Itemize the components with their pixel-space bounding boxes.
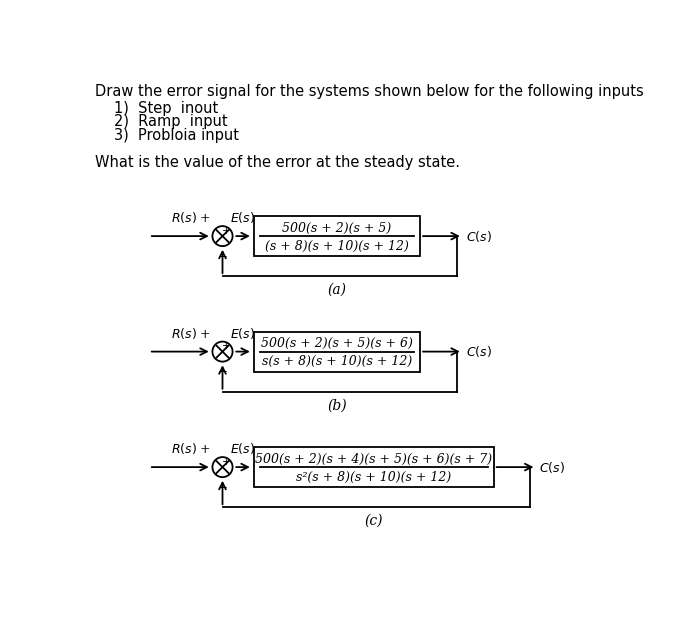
Text: +: + <box>222 341 230 351</box>
FancyBboxPatch shape <box>254 332 420 371</box>
Text: $C(s)$: $C(s)$ <box>466 229 492 244</box>
FancyBboxPatch shape <box>254 447 493 487</box>
Text: What is the value of the error at the steady state.: What is the value of the error at the st… <box>95 155 459 170</box>
Text: +: + <box>222 226 230 236</box>
Text: (c): (c) <box>364 514 383 528</box>
Text: −: − <box>218 250 227 263</box>
Text: $R(s)$ +: $R(s)$ + <box>171 441 211 456</box>
Text: 3)  Probloia input: 3) Probloia input <box>114 128 239 143</box>
Text: s(s + 8)(s + 10)(s + 12): s(s + 8)(s + 10)(s + 12) <box>262 355 412 368</box>
FancyBboxPatch shape <box>254 216 420 256</box>
Text: 500(s + 2)(s + 5): 500(s + 2)(s + 5) <box>282 222 391 235</box>
Text: $R(s)$ +: $R(s)$ + <box>171 326 211 341</box>
Text: $C(s)$: $C(s)$ <box>539 459 566 474</box>
Text: (b): (b) <box>327 399 347 412</box>
Text: $E(s)$: $E(s)$ <box>231 210 256 225</box>
Text: Draw the error signal for the systems shown below for the following inputs: Draw the error signal for the systems sh… <box>95 84 644 99</box>
Text: −: − <box>218 481 227 494</box>
Text: 2)  Ramp  input: 2) Ramp input <box>114 115 228 130</box>
Text: $E(s)$: $E(s)$ <box>231 441 256 456</box>
Text: $E(s)$: $E(s)$ <box>231 326 256 341</box>
Text: 500(s + 2)(s + 4)(s + 5)(s + 6)(s + 7): 500(s + 2)(s + 4)(s + 5)(s + 6)(s + 7) <box>255 453 492 466</box>
Text: 1)  Step  inout: 1) Step inout <box>114 100 218 115</box>
Text: −: − <box>218 365 227 378</box>
Text: (a): (a) <box>327 283 346 297</box>
Text: (s + 8)(s + 10)(s + 12): (s + 8)(s + 10)(s + 12) <box>265 239 409 252</box>
Text: $R(s)$ +: $R(s)$ + <box>171 210 211 225</box>
Text: $C(s)$: $C(s)$ <box>466 344 492 359</box>
Text: +: + <box>222 456 230 467</box>
Text: s²(s + 8)(s + 10)(s + 12): s²(s + 8)(s + 10)(s + 12) <box>296 471 451 484</box>
Text: 500(s + 2)(s + 5)(s + 6): 500(s + 2)(s + 5)(s + 6) <box>261 337 413 350</box>
